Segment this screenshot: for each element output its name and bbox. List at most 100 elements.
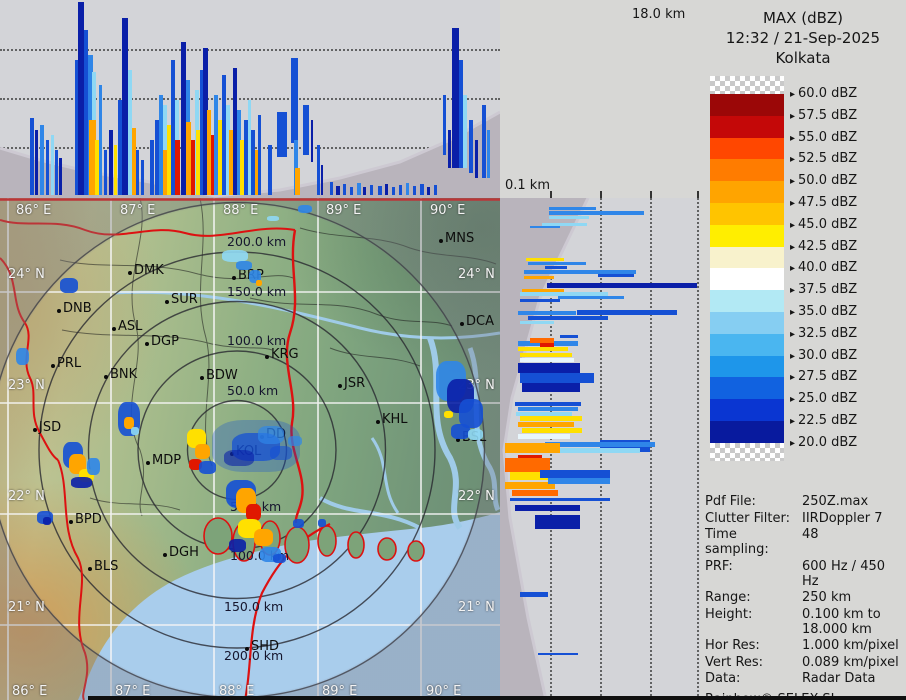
echo-bar	[84, 30, 88, 195]
info-value: 250 km	[802, 590, 852, 605]
echo-blob	[258, 426, 284, 444]
legend-label: ▸ 45.0 dBZ	[790, 216, 858, 232]
info-label: Data:	[705, 671, 741, 686]
station-label: BPD	[75, 512, 102, 527]
echo-bar	[75, 60, 78, 195]
echo-bar	[226, 105, 230, 195]
echo-bar	[526, 258, 564, 261]
echo-bar	[505, 458, 550, 472]
echo-bar	[240, 140, 244, 195]
legend-label: ▸ 55.0 dBZ	[790, 129, 858, 145]
echo-blob	[71, 477, 92, 488]
echo-blob	[43, 517, 51, 525]
echo-bar	[558, 296, 624, 299]
station-dot	[145, 342, 149, 346]
echo-blob	[444, 411, 453, 418]
echo-bar	[524, 276, 554, 279]
legend-color-swatch	[710, 333, 784, 356]
echo-bar	[530, 226, 560, 228]
echo-bar	[482, 105, 486, 178]
echo-blob	[229, 539, 246, 552]
legend-label: ▸ 35.0 dBZ	[790, 304, 858, 319]
info-row: Vert Res: 0.089 km/pixel	[705, 655, 903, 670]
echo-bar	[343, 184, 346, 195]
echo-bar	[303, 105, 309, 155]
echo-bar	[469, 120, 473, 173]
station-dot	[146, 461, 150, 465]
echo-bar	[200, 70, 204, 195]
echo-bar	[186, 122, 191, 195]
echo-bar	[487, 130, 490, 178]
latitude-label: 24° N	[8, 267, 45, 282]
latitude-label: 23° N	[8, 378, 45, 393]
station-label: DCA	[466, 314, 494, 329]
echo-bar	[399, 185, 402, 195]
echo-bar	[522, 383, 580, 392]
echo-bar	[512, 490, 558, 496]
echo-bar	[520, 292, 608, 296]
info-value: 48	[802, 527, 819, 542]
station-dot	[51, 364, 55, 368]
legend-arrow-icon: ▸	[790, 394, 796, 406]
echo-bar	[577, 310, 677, 315]
echo-bar	[518, 363, 580, 373]
echo-bar	[181, 42, 186, 195]
info-label: Hor Res:	[705, 638, 760, 653]
info-value: 0.100 km to 18.000 km	[802, 606, 881, 637]
info-row: Range: 250 km	[705, 590, 903, 605]
echo-bar	[548, 478, 610, 484]
longitude-label: 88° E	[223, 203, 259, 218]
station-dot	[245, 647, 249, 651]
legend-arrow-icon: ▸	[790, 89, 796, 100]
echo-blob	[87, 458, 100, 475]
echo-bar	[518, 347, 568, 351]
echo-blob	[267, 216, 279, 221]
echo-bar	[46, 140, 49, 195]
echo-bar	[150, 140, 154, 195]
echo-blob	[16, 348, 29, 365]
echo-bar	[520, 353, 572, 357]
echo-bar	[522, 428, 582, 433]
station-dot	[104, 375, 108, 379]
echo-bar	[350, 187, 353, 195]
legend-label: ▸ 27.5 dBZ	[790, 369, 858, 385]
info-label: Range:	[705, 590, 751, 605]
echo-bar	[196, 130, 200, 195]
info-value: 600 Hz / 450 Hz	[802, 558, 886, 589]
station-label: DGH	[169, 545, 199, 560]
legend-color-swatch	[710, 181, 784, 203]
legend-color-swatch	[710, 115, 784, 138]
max-height-label: 18.0 km	[632, 7, 686, 22]
station-label: BNK	[110, 367, 138, 382]
echo-bar	[520, 592, 548, 597]
latitude-label: 24° N	[458, 267, 495, 282]
echo-bar	[233, 68, 237, 195]
echo-bar	[518, 311, 576, 315]
echo-bar	[520, 373, 594, 383]
echo-bar	[244, 120, 248, 195]
range-ring-label: 200.0 km	[227, 234, 287, 249]
longitude-label: 86° E	[12, 684, 48, 699]
echo-bar	[463, 95, 467, 168]
legend-label: ▸ 30.0 dBZ	[790, 347, 858, 363]
station-label: MNS	[445, 231, 475, 246]
echo-bar	[114, 145, 117, 195]
echo-bar	[171, 60, 175, 195]
echo-bar	[370, 185, 373, 195]
station-dot	[265, 355, 269, 359]
echo-bar	[141, 160, 144, 195]
echo-blob	[224, 450, 254, 466]
station-label: BDW	[206, 368, 238, 383]
info-label: Clutter Filter:	[705, 510, 790, 526]
echo-bar	[163, 150, 167, 195]
echo-bar	[214, 95, 218, 195]
range-ring-label: 50.0 km	[227, 383, 279, 398]
echo-bar	[475, 140, 478, 178]
station-label: JSD	[39, 420, 62, 435]
station-label: SHD	[251, 639, 280, 654]
station-dot	[165, 300, 169, 304]
echo-bar	[385, 184, 388, 195]
axis-tick	[650, 191, 652, 198]
echo-bar	[522, 289, 564, 292]
echo-bar	[251, 130, 255, 195]
